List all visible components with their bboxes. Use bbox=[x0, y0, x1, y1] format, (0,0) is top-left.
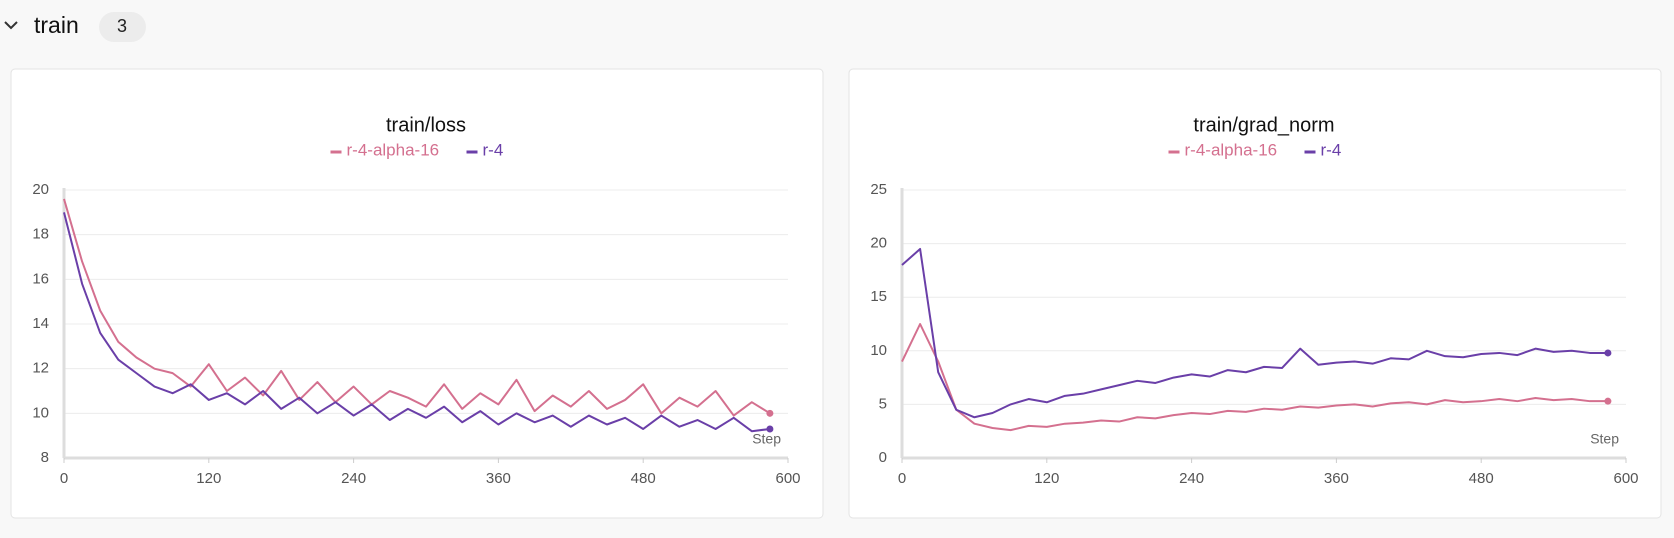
y-tick-label: 18 bbox=[32, 226, 49, 243]
x-tick-label: 360 bbox=[486, 470, 511, 487]
x-tick-label: 600 bbox=[775, 470, 800, 487]
x-tick-label: 240 bbox=[341, 470, 366, 487]
y-tick-label: 20 bbox=[870, 235, 887, 252]
y-tick-label: 5 bbox=[879, 395, 887, 412]
chart-title: train/grad_norm bbox=[1193, 114, 1334, 136]
x-tick-label: 600 bbox=[1613, 470, 1638, 487]
y-tick-label: 15 bbox=[870, 288, 887, 305]
x-tick-label: 0 bbox=[60, 470, 68, 487]
panel bbox=[10, 68, 824, 519]
series-line bbox=[901, 247, 1608, 419]
series-line bbox=[901, 323, 1608, 432]
y-tick-label: 14 bbox=[32, 315, 49, 332]
legend-label: r-4-alpha-16 bbox=[347, 140, 440, 159]
section-title[interactable]: train bbox=[34, 12, 79, 38]
x-axis-label: Step bbox=[752, 431, 781, 447]
chart-title: train/loss bbox=[386, 114, 466, 136]
end-point bbox=[766, 409, 774, 417]
end-point bbox=[1604, 397, 1612, 405]
legend-label: r-4 bbox=[1321, 140, 1342, 159]
x-axis-label: Step bbox=[1590, 431, 1619, 447]
x-tick-label: 480 bbox=[1469, 470, 1494, 487]
y-tick-label: 10 bbox=[32, 404, 49, 421]
y-tick-label: 20 bbox=[32, 181, 49, 198]
count: 3 bbox=[117, 16, 127, 36]
y-tick-label: 12 bbox=[32, 360, 49, 377]
series-line bbox=[63, 212, 771, 433]
y-tick-label: 10 bbox=[870, 342, 887, 359]
count-badge bbox=[99, 12, 146, 42]
collapse-chevron[interactable] bbox=[4, 21, 18, 30]
end-point bbox=[766, 425, 774, 433]
x-tick-label: 240 bbox=[1179, 470, 1204, 487]
x-tick-label: 120 bbox=[196, 470, 221, 487]
y-tick-label: 16 bbox=[32, 270, 49, 287]
series-line bbox=[63, 198, 771, 417]
end-point bbox=[1604, 349, 1612, 357]
x-tick-label: 480 bbox=[631, 470, 656, 487]
y-tick-label: 8 bbox=[41, 449, 49, 466]
legend-label: r-4 bbox=[483, 140, 504, 159]
x-tick-label: 0 bbox=[898, 470, 906, 487]
panel bbox=[848, 68, 1662, 519]
x-tick-label: 120 bbox=[1034, 470, 1059, 487]
y-tick-label: 25 bbox=[870, 181, 887, 198]
y-tick-label: 0 bbox=[879, 449, 887, 466]
x-tick-label: 360 bbox=[1324, 470, 1349, 487]
legend-label: r-4-alpha-16 bbox=[1185, 140, 1278, 159]
